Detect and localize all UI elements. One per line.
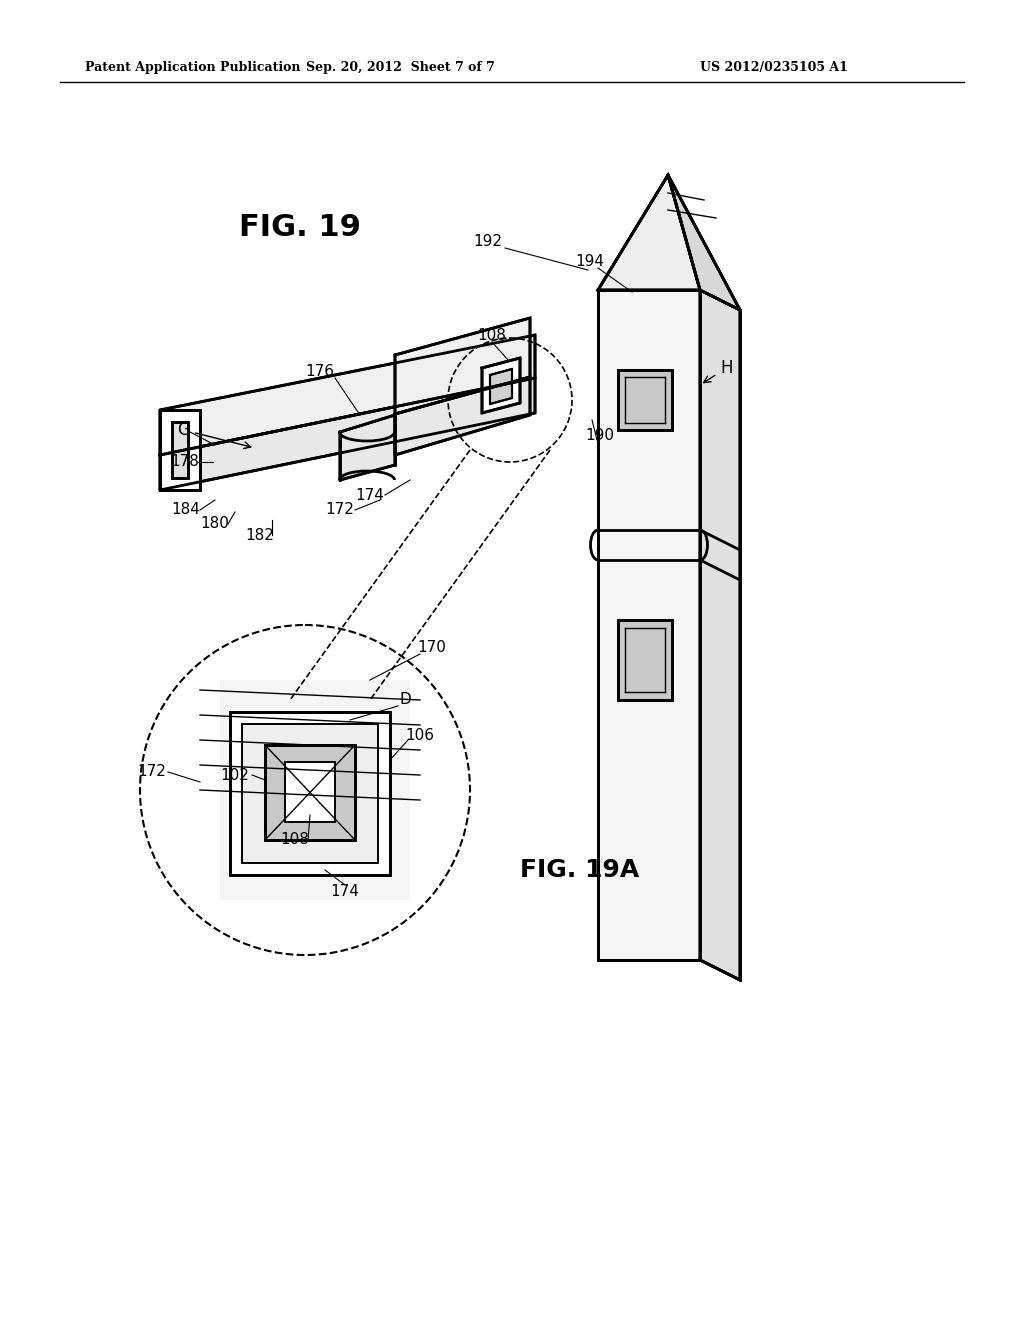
- Polygon shape: [395, 378, 530, 455]
- Polygon shape: [598, 290, 700, 960]
- Text: US 2012/0235105 A1: US 2012/0235105 A1: [700, 62, 848, 74]
- Text: 176: 176: [305, 364, 335, 380]
- Polygon shape: [598, 176, 700, 290]
- Text: G: G: [177, 421, 251, 449]
- Text: 174: 174: [331, 884, 359, 899]
- Polygon shape: [230, 711, 390, 875]
- Polygon shape: [265, 744, 355, 840]
- Polygon shape: [668, 176, 740, 310]
- Polygon shape: [160, 378, 535, 490]
- Text: Sep. 20, 2012  Sheet 7 of 7: Sep. 20, 2012 Sheet 7 of 7: [305, 62, 495, 74]
- Text: 178: 178: [171, 454, 200, 470]
- Text: FIG. 19A: FIG. 19A: [520, 858, 640, 882]
- Polygon shape: [490, 370, 512, 404]
- Polygon shape: [160, 335, 535, 455]
- Text: 102: 102: [220, 767, 250, 783]
- Text: 174: 174: [355, 487, 384, 503]
- Text: H: H: [703, 359, 732, 383]
- Text: 172: 172: [326, 503, 354, 517]
- Text: 184: 184: [172, 503, 201, 517]
- Text: 190: 190: [586, 428, 614, 442]
- Polygon shape: [160, 411, 200, 490]
- Polygon shape: [340, 414, 395, 480]
- Text: 192: 192: [473, 235, 503, 249]
- Text: 170: 170: [418, 640, 446, 656]
- Text: 108: 108: [281, 833, 309, 847]
- Polygon shape: [700, 290, 740, 979]
- Polygon shape: [242, 723, 378, 863]
- Text: FIG. 19: FIG. 19: [239, 214, 361, 243]
- Polygon shape: [285, 762, 335, 822]
- Polygon shape: [220, 680, 410, 900]
- Polygon shape: [395, 318, 530, 414]
- Text: Patent Application Publication: Patent Application Publication: [85, 62, 300, 74]
- Text: D: D: [399, 693, 411, 708]
- Polygon shape: [482, 358, 520, 413]
- Text: 182: 182: [246, 528, 274, 543]
- Polygon shape: [618, 370, 672, 430]
- Text: 172: 172: [137, 764, 167, 780]
- Text: 194: 194: [575, 255, 604, 269]
- Text: 108: 108: [477, 327, 507, 342]
- Polygon shape: [618, 620, 672, 700]
- Text: 106: 106: [406, 727, 434, 742]
- Text: 180: 180: [201, 516, 229, 532]
- Polygon shape: [172, 422, 188, 478]
